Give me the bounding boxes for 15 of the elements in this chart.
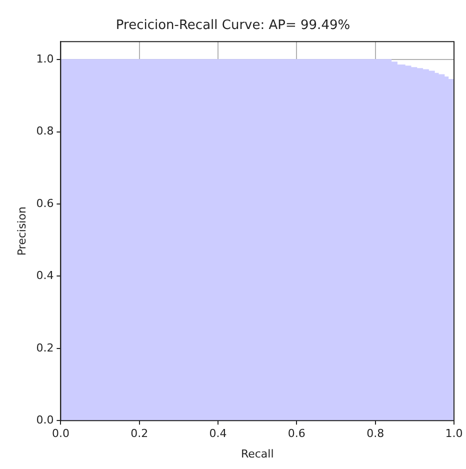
x-tick-label: 0.8 [366,427,384,440]
x-tick-label: 0.6 [288,427,306,440]
y-tick-label: 0.4 [36,269,54,282]
x-axis-title: Recall [240,447,274,460]
y-tick-label: 0.2 [36,341,54,354]
chart-title: Precicion-Recall Curve: AP= 99.49% [116,18,350,34]
y-axis-title: Precision [15,206,28,256]
y-tick-label: 0.0 [36,413,54,426]
x-tick-label: 0.4 [209,427,227,440]
y-tick-label: 0.6 [36,196,54,210]
x-tick-label: 1.0 [445,427,463,440]
x-tick-label: 0.2 [130,427,148,440]
y-tick-label: 1.0 [36,52,54,66]
y-tick-label: 0.8 [36,124,54,138]
x-tick-label: 0.0 [52,427,70,440]
